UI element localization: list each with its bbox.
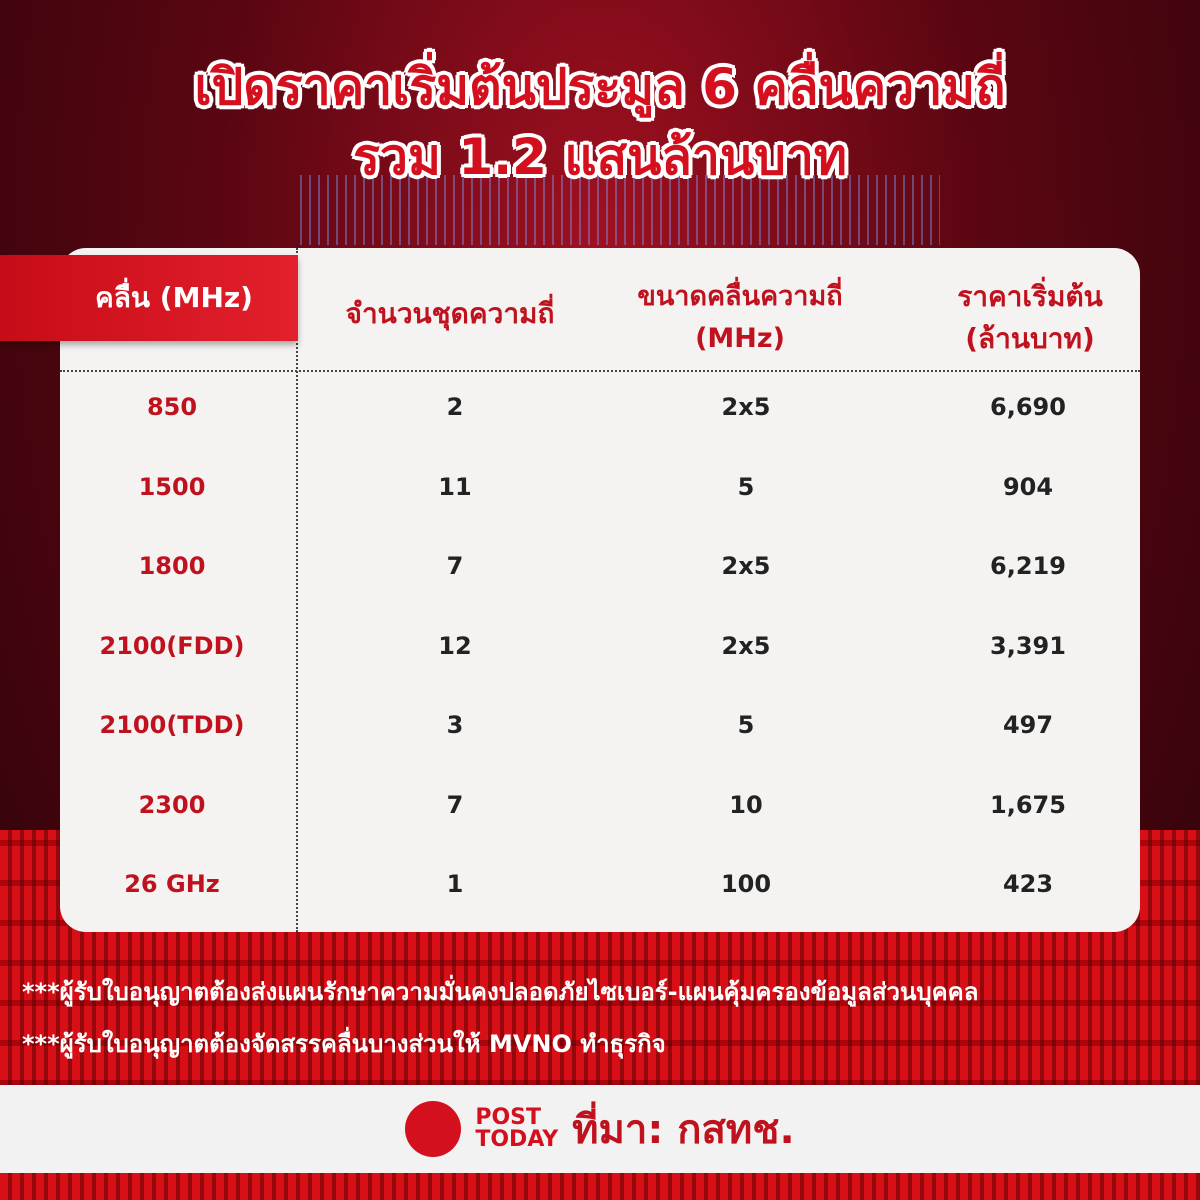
table-cell: 1500 [138,472,206,501]
table-row: 1800 7 2x5 6,219 [60,552,1140,592]
table-cell: 7 [446,790,464,819]
source-label: ที่มา: กสทช. [572,1107,795,1153]
table-cell: 5 [737,711,755,739]
page-title: เปิดราคาเริ่มต้นประมูล 6 คลื่นความถี่ รว… [0,52,1200,192]
brand-line-1: POST [475,1105,542,1130]
brand-name: POST TODAY [475,1107,558,1151]
note-1: ***ผู้รับใบอนุญาตต้องส่งแผนรักษาความมั่น… [22,978,979,1006]
footer: POST TODAY ที่มา: กสทช. [0,1085,1200,1173]
table-cell: 904 [1002,472,1054,501]
table-cell: 6,219 [990,552,1066,580]
table-cell: 2300 [138,790,206,819]
table-cell: 2x5 [721,631,771,660]
table-cell: 423 [1002,870,1054,898]
table-row: 2300 7 10 1,675 [60,791,1140,831]
table-row: 850 2 2x5 6,690 [60,393,1140,433]
table-cell: 2x5 [721,552,771,580]
header-price: ราคาเริ่มต้น (ล้านบาท) [957,280,1103,355]
table-cell: 2100(FDD) [99,631,245,660]
table-cell: 11 [438,472,472,501]
table-cell: 5 [737,472,755,501]
header-frequency: คลื่น (MHz) [0,255,298,341]
table-cell: 2100(TDD) [99,711,245,739]
title-line-2: รวม 1.2 แสนล้านบาท [353,128,847,186]
table-row: 1500 11 5 904 [60,473,1140,513]
column-divider [296,248,298,932]
table-cell: 12 [438,631,472,660]
table-cell: 6,690 [990,393,1066,421]
table-cell: 850 [146,393,198,421]
table-row: 26 GHz 1 100 423 [60,870,1140,910]
table-cell: 7 [446,552,464,580]
table-cell: 3 [446,711,464,739]
table-cell: 100 [720,870,772,898]
table-cell: 26 GHz [124,870,220,898]
brand-line-2: TODAY [475,1127,559,1152]
table-cell: 1,675 [990,790,1066,819]
note-2: ***ผู้รับใบอนุญาตต้องจัดสรรคลื่นบางส่วนใ… [22,1030,666,1058]
waveform-decoration [300,175,940,245]
header-frequency-label: คลื่น (MHz) [95,281,253,314]
table-cell: 2x5 [721,393,771,421]
table-row: 2100(TDD) 3 5 497 [60,711,1140,751]
header-sets: จำนวนชุดความถี่ [345,297,555,330]
table-cell: 1800 [138,552,206,580]
table-cell: 2 [446,393,464,421]
header-bandwidth: ขนาดคลื่นความถี่ (MHz) [637,281,843,354]
table-cell: 10 [729,790,763,819]
table-row: 2100(FDD) 12 2x5 3,391 [60,632,1140,672]
table-cell: 3,391 [990,631,1066,660]
post-today-logo [405,1101,462,1157]
header-divider [60,370,1140,372]
table-cell: 497 [1002,711,1054,739]
title-line-1: เปิดราคาเริ่มต้นประมูล 6 คลื่นความถี่ [194,58,1006,116]
table-card: จำนวนชุดความถี่ ขนาดคลื่นความถี่ (MHz) ร… [60,248,1140,932]
table-cell: 1 [446,870,464,898]
